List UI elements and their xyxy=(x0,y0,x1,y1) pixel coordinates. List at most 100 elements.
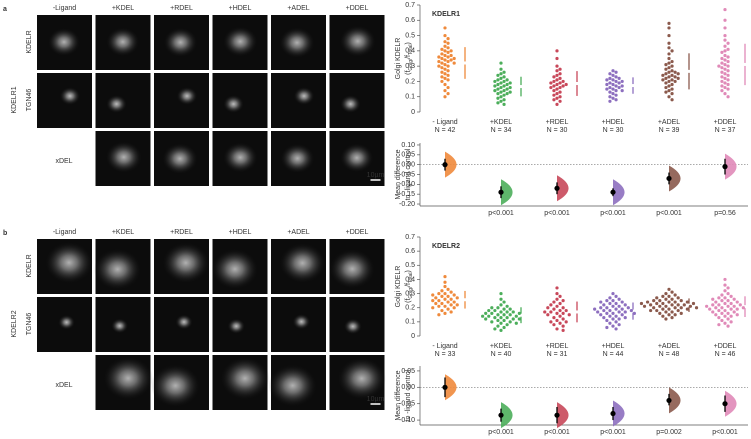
data-point xyxy=(617,304,621,308)
data-point xyxy=(555,78,559,82)
data-point xyxy=(502,307,506,311)
n-label: N = 46 xyxy=(715,351,736,358)
data-point xyxy=(505,316,509,320)
data-point xyxy=(726,317,730,321)
data-point xyxy=(670,297,674,301)
data-point xyxy=(617,81,621,85)
column-header: +RDEL xyxy=(170,229,193,236)
p-value: p=0.56 xyxy=(714,210,736,217)
bootstrap-violin xyxy=(669,387,681,414)
n-label: N = 40 xyxy=(491,351,512,358)
data-point xyxy=(493,89,497,93)
data-point xyxy=(720,56,724,61)
data-point xyxy=(717,316,721,320)
data-point xyxy=(446,46,450,50)
cell xyxy=(337,357,386,400)
data-point xyxy=(652,299,656,303)
data-point xyxy=(673,306,677,310)
data-point xyxy=(443,311,447,315)
data-point xyxy=(720,66,724,70)
data-point xyxy=(605,311,609,315)
data-point xyxy=(499,291,503,296)
data-point xyxy=(499,310,503,314)
data-point xyxy=(564,320,568,324)
data-point xyxy=(726,55,730,59)
data-point xyxy=(726,299,730,303)
data-point xyxy=(723,33,727,38)
data-point xyxy=(502,70,506,74)
data-point xyxy=(496,92,500,96)
data-point xyxy=(608,90,612,94)
cell xyxy=(175,314,193,330)
x-tick-label: - Ligand xyxy=(432,343,457,350)
y-tick-label: -0.20 xyxy=(399,201,415,208)
data-point xyxy=(443,72,447,76)
data-point xyxy=(717,296,721,300)
data-point xyxy=(499,67,503,71)
data-point xyxy=(667,61,671,65)
data-point xyxy=(555,96,559,100)
data-point xyxy=(723,321,727,325)
data-point xyxy=(555,82,559,87)
data-point xyxy=(605,78,609,82)
bootstrap-violin xyxy=(501,179,513,206)
p-value: p<0.001 xyxy=(656,210,682,217)
data-point xyxy=(555,327,559,331)
data-point xyxy=(670,73,674,77)
data-point xyxy=(614,98,618,102)
y-label: Golgi KDELR xyxy=(395,38,402,80)
y-tick-label: -0.05 xyxy=(399,401,415,408)
mean-difference xyxy=(610,189,616,195)
data-point xyxy=(502,98,506,102)
data-point xyxy=(443,89,447,93)
data-point xyxy=(723,44,727,48)
data-point xyxy=(667,307,671,311)
scale-bar-label: 10µm xyxy=(367,396,385,403)
n-label: N = 48 xyxy=(659,351,680,358)
data-point xyxy=(431,306,435,310)
x-tick-label: +KDEL xyxy=(490,343,512,350)
row-label: xDEL xyxy=(55,158,72,165)
panel-label: a xyxy=(3,6,7,13)
data-point xyxy=(440,47,444,51)
n-label: N = 30 xyxy=(547,127,568,134)
data-point xyxy=(558,85,562,90)
data-point xyxy=(670,310,674,314)
p-value: p=0.002 xyxy=(656,429,682,436)
bootstrap-violin xyxy=(445,374,457,401)
data-point xyxy=(664,76,668,80)
data-point xyxy=(673,300,677,304)
cell xyxy=(339,25,376,57)
cell xyxy=(176,87,198,106)
data-point xyxy=(493,327,497,331)
data-point xyxy=(670,316,674,320)
data-point xyxy=(667,41,671,45)
mean-difference xyxy=(610,410,616,417)
data-point xyxy=(670,78,674,82)
data-point xyxy=(508,313,512,317)
data-point xyxy=(670,82,674,87)
row-label: TGN46 xyxy=(26,89,33,112)
data-point xyxy=(664,291,668,296)
data-point xyxy=(452,300,456,304)
data-point xyxy=(505,310,509,314)
data-point xyxy=(723,81,727,85)
data-point xyxy=(667,66,671,70)
data-point xyxy=(558,301,562,306)
data-point xyxy=(608,301,612,306)
x-tick-label: +KDEL xyxy=(490,119,512,126)
mean-difference xyxy=(666,397,672,404)
data-point xyxy=(720,50,724,54)
data-point xyxy=(446,41,450,45)
cell xyxy=(280,143,315,174)
data-point xyxy=(723,67,727,71)
y-tick-label: 0.00 xyxy=(401,384,415,391)
data-point xyxy=(661,314,665,318)
data-point xyxy=(645,300,650,304)
p-value: p<0.001 xyxy=(600,210,626,217)
data-point xyxy=(502,300,506,304)
data-point xyxy=(449,53,453,58)
data-point xyxy=(642,304,647,308)
data-point xyxy=(443,40,447,44)
data-point xyxy=(455,296,459,300)
